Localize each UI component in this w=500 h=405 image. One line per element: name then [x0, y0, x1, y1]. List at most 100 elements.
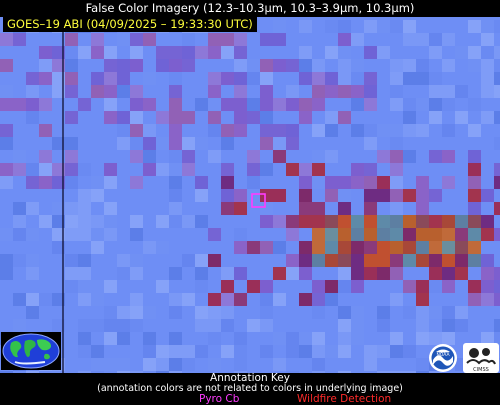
imagery-pixel [260, 124, 273, 137]
imagery-pixel [104, 332, 117, 345]
imagery-pixel [390, 345, 403, 358]
imagery-pixel [182, 358, 195, 371]
imagery-pixel [416, 98, 429, 111]
imagery-pixel [416, 33, 429, 46]
imagery-pixel [468, 254, 481, 267]
imagery-pixel [494, 85, 500, 98]
imagery-pixel [390, 137, 403, 150]
image-title: False Color Imagery (12.3–10.3µm, 10.3–3… [0, 0, 500, 17]
imagery-pixel [195, 137, 208, 150]
imagery-pixel [104, 85, 117, 98]
imagery-pixel [65, 163, 78, 176]
imagery-pixel [91, 46, 104, 59]
imagery-pixel [416, 59, 429, 72]
imagery-pixel [260, 33, 273, 46]
imagery-pixel [52, 59, 65, 72]
imagery-pixel [299, 46, 312, 59]
imagery-pixel [117, 111, 130, 124]
imagery-pixel [65, 280, 78, 293]
imagery-pixel [377, 319, 390, 332]
imagery-pixel [494, 319, 500, 332]
imagery-pixel [221, 98, 234, 111]
imagery-pixel [338, 46, 351, 59]
imagery-pixel [247, 59, 260, 72]
imagery-pixel [351, 215, 364, 228]
imagery-pixel [390, 241, 403, 254]
imagery-pixel [338, 306, 351, 319]
imagery-pixel [91, 358, 104, 371]
imagery-pixel [312, 124, 325, 137]
imagery-pixel [52, 72, 65, 85]
imagery-pixel [130, 293, 143, 306]
imagery-pixel [130, 267, 143, 280]
imagery-pixel [351, 280, 364, 293]
imagery-pixel [286, 124, 299, 137]
imagery-pixel [481, 280, 494, 293]
imagery-pixel [416, 293, 429, 306]
imagery-pixel [117, 59, 130, 72]
imagery-pixel [0, 33, 13, 46]
imagery-pixel [143, 98, 156, 111]
imagery-pixel [182, 59, 195, 72]
imagery-pixel [247, 241, 260, 254]
imagery-pixel [182, 293, 195, 306]
imagery-pixel [377, 345, 390, 358]
imagery-pixel [143, 306, 156, 319]
imagery-pixel [338, 371, 351, 373]
imagery-pixel [403, 371, 416, 373]
imagery-pixel [234, 124, 247, 137]
imagery-pixel [117, 358, 130, 371]
imagery-pixel [65, 33, 78, 46]
imagery-pixel [481, 33, 494, 46]
imagery-pixel [169, 59, 182, 72]
imagery-pixel [169, 215, 182, 228]
imagery-pixel [286, 371, 299, 373]
imagery-pixel [286, 137, 299, 150]
imagery-pixel [299, 332, 312, 345]
imagery-pixel [351, 176, 364, 189]
imagery-pixel [65, 228, 78, 241]
imagery-pixel [390, 150, 403, 163]
imagery-pixel [78, 280, 91, 293]
imagery-pixel [104, 46, 117, 59]
imagery-pixel [52, 202, 65, 215]
imagery-pixel [221, 46, 234, 59]
imagery-pixel [325, 345, 338, 358]
imagery-pixel [416, 72, 429, 85]
imagery-pixel [208, 150, 221, 163]
imagery-pixel [364, 358, 377, 371]
imagery-pixel [351, 306, 364, 319]
imagery-pixel [273, 33, 286, 46]
imagery-pixel [260, 59, 273, 72]
imagery-pixel [351, 85, 364, 98]
noaa-logo-text: NOAA [436, 352, 450, 358]
imagery-pixel [182, 163, 195, 176]
imagery-pixel [26, 85, 39, 98]
imagery-pixel [364, 98, 377, 111]
imagery-pixel [364, 46, 377, 59]
imagery-pixel [195, 306, 208, 319]
imagery-pixel [403, 111, 416, 124]
imagery-pixel [156, 280, 169, 293]
imagery-pixel [221, 293, 234, 306]
imagery-pixel [273, 267, 286, 280]
imagery-pixel [468, 189, 481, 202]
imagery-pixel [403, 98, 416, 111]
imagery-pixel [260, 345, 273, 358]
annotation-key-panel: Annotation Key (annotation colors are no… [0, 373, 500, 405]
imagery-pixel [429, 150, 442, 163]
imagery-pixel [26, 267, 39, 280]
imagery-pixel [130, 46, 143, 59]
imagery-pixel [182, 345, 195, 358]
imagery-pixel [78, 46, 91, 59]
imagery-pixel [338, 241, 351, 254]
imagery-pixel [442, 319, 455, 332]
imagery-pixel [169, 111, 182, 124]
imagery-pixel [117, 254, 130, 267]
imagery-pixel [260, 72, 273, 85]
imagery-pixel [494, 137, 500, 150]
imagery-pixel [143, 137, 156, 150]
imagery-pixel [273, 150, 286, 163]
imagery-pixel [52, 85, 65, 98]
imagery-pixel [273, 59, 286, 72]
